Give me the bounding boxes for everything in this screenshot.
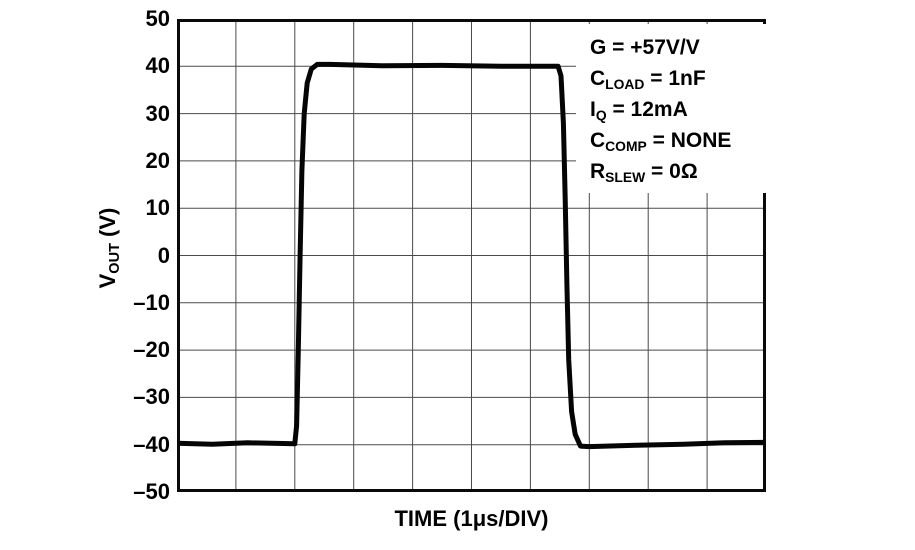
annotation-value: = NONE bbox=[646, 129, 732, 152]
annotation-subscript: SLEW bbox=[605, 168, 646, 185]
y-axis-title-main: V bbox=[95, 273, 120, 289]
y-axis-title-units: (V) bbox=[95, 207, 120, 244]
annotation-rslew: RSLEW = 0Ω bbox=[590, 156, 774, 187]
y-tick-label: 40 bbox=[145, 53, 170, 78]
annotation-symbol: C bbox=[590, 129, 606, 152]
annotation-gain: G = +57V/V bbox=[590, 32, 774, 63]
annotation-value: = 12mA bbox=[606, 98, 688, 121]
y-axis-title: VOUT (V) bbox=[95, 207, 124, 289]
x-axis-title: TIME (1μs/DIV) bbox=[394, 506, 549, 531]
annotation-ccomp: CCOMP = NONE bbox=[590, 125, 774, 156]
annotation-cload: CLOAD = 1nF bbox=[590, 63, 774, 94]
y-tick-label: –10 bbox=[133, 290, 170, 315]
legend: G = +57V/V CLOAD = 1nF IQ = 12mA CCOMP =… bbox=[576, 24, 774, 193]
y-axis-title-subscript: OUT bbox=[107, 243, 124, 274]
y-tick-label: 30 bbox=[145, 101, 170, 126]
annotation-value: = 1nF bbox=[644, 67, 706, 90]
annotation-symbol: C bbox=[590, 67, 606, 90]
y-tick-label: 20 bbox=[145, 148, 170, 173]
y-tick-label: –50 bbox=[133, 479, 170, 504]
annotation-subscript: Q bbox=[595, 106, 607, 123]
y-tick-label: –40 bbox=[133, 432, 170, 457]
annotation-symbol: R bbox=[590, 160, 606, 183]
annotation-value: = +57V/V bbox=[606, 36, 700, 59]
y-axis-tick-labels: 50 40 30 20 10 0 –10 –20 –30 –40 –50 bbox=[90, 0, 170, 550]
annotation-symbol: I bbox=[590, 98, 596, 121]
y-tick-label: 10 bbox=[145, 195, 170, 220]
annotation-subscript: COMP bbox=[605, 137, 647, 154]
annotation-value: = 0Ω bbox=[645, 160, 698, 183]
annotation-iq: IQ = 12mA bbox=[590, 94, 774, 125]
annotation-symbol: G bbox=[590, 36, 607, 59]
y-tick-label: –30 bbox=[133, 384, 170, 409]
annotation-subscript: LOAD bbox=[605, 75, 645, 92]
waveform-trace bbox=[177, 61, 766, 450]
plot-area: G = +57V/V CLOAD = 1nF IQ = 12mA CCOMP =… bbox=[177, 19, 774, 492]
plot-border bbox=[177, 19, 766, 492]
y-tick-label: 50 bbox=[145, 6, 170, 31]
y-tick-label: 0 bbox=[157, 243, 170, 268]
y-tick-label: –20 bbox=[133, 337, 170, 362]
